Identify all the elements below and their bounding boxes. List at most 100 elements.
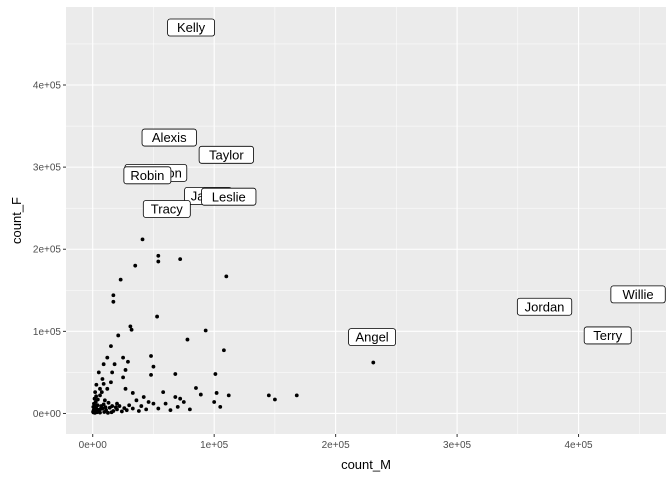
data-point [117, 404, 122, 408]
data-point [155, 314, 159, 319]
point-label-text: Taylor [209, 147, 244, 162]
point-label: Tracy [142, 200, 191, 218]
x-tick-label: 1e+05 [200, 440, 229, 451]
x-tick-label: 3e+05 [443, 440, 472, 451]
data-point [173, 372, 178, 376]
point-label: Robin [123, 166, 172, 185]
data-point [92, 403, 97, 408]
point-label-box [516, 297, 573, 316]
data-point [101, 362, 106, 367]
data-point [146, 400, 151, 404]
data-point [98, 386, 102, 391]
data-point [116, 333, 121, 338]
point-labels: ShannonKellyAlexisTaylorRobinJamieLeslie… [123, 18, 666, 347]
y-axis: 0e+00 1e+05 2e+05 3e+05 4e+05 [33, 81, 66, 420]
data-point [161, 390, 166, 395]
data-point [130, 391, 135, 395]
point-label: Angel [348, 328, 396, 347]
data-point [113, 405, 118, 410]
data-point [129, 327, 134, 332]
data-point [130, 406, 135, 411]
data-point [115, 401, 119, 406]
data-point [224, 274, 229, 279]
data-point [218, 405, 223, 409]
point-label: Kelly [167, 18, 216, 37]
y-tick-label: 4e+05 [33, 81, 62, 92]
point-label-text: Alexis [152, 130, 187, 145]
data-point [100, 377, 105, 381]
data-point [98, 407, 103, 411]
data-point [128, 324, 133, 329]
data-point [175, 405, 180, 409]
data-point [141, 395, 146, 399]
point-label-text: Jordan [525, 299, 565, 314]
data-point [198, 392, 203, 397]
data-point [212, 400, 217, 404]
data-point [102, 410, 107, 414]
data-point [109, 344, 113, 349]
x-tick-label: 2e+05 [322, 440, 351, 451]
point-label-text: Leslie [212, 189, 246, 204]
data-point [121, 375, 125, 380]
data-point [136, 409, 141, 413]
data-point [106, 400, 111, 405]
data-point [101, 402, 106, 407]
data-point [156, 253, 161, 258]
panel-background [66, 7, 666, 434]
data-point [156, 406, 161, 411]
data-point [91, 410, 96, 415]
point-label: Jordan [516, 297, 573, 316]
data-point [103, 405, 108, 410]
data-point [102, 398, 107, 403]
point-label-text: Willie [623, 287, 654, 302]
data-point [294, 393, 299, 398]
data-point [111, 299, 116, 304]
data-point [139, 404, 144, 408]
x-axis-title: count_M [341, 457, 391, 472]
data-point [203, 328, 208, 333]
data-point [122, 406, 127, 411]
data-point [140, 237, 145, 242]
data-point [94, 394, 99, 399]
point-label: Terry [583, 326, 632, 345]
data-point [151, 401, 156, 406]
data-point [99, 390, 104, 395]
y-tick-label: 1e+05 [33, 327, 62, 338]
data-point [93, 390, 98, 395]
data-point [134, 398, 139, 403]
point-label: Alexis [141, 128, 197, 147]
x-tick-label: 0e+00 [79, 440, 108, 451]
data-point [94, 382, 99, 387]
point-label-box [201, 187, 257, 206]
data-point [149, 372, 153, 377]
point-label: Taylor [198, 145, 254, 164]
data-point [168, 408, 173, 413]
data-point [110, 404, 115, 408]
y-axis-title: count_F [9, 197, 24, 244]
data-point [187, 407, 192, 412]
data-point [112, 362, 117, 367]
point-label-text: Terry [593, 328, 622, 343]
y-tick-label: 2e+05 [33, 245, 62, 256]
data-point [126, 359, 130, 364]
data-point [273, 397, 277, 402]
data-point [111, 293, 116, 298]
point-label-box [198, 145, 254, 164]
point-label: Leslie [201, 187, 257, 206]
data-point [185, 337, 190, 342]
data-point [123, 386, 128, 391]
point-label-box [123, 166, 172, 185]
data-point [123, 368, 128, 372]
point-label-text: Robin [130, 168, 164, 183]
data-point [106, 410, 110, 415]
data-point [194, 386, 198, 390]
data-point [121, 355, 125, 360]
point-label-box [583, 326, 632, 345]
data-point [181, 400, 186, 404]
data-point [119, 409, 124, 414]
data-point [96, 370, 101, 375]
data-point [226, 393, 231, 398]
data-point [221, 348, 226, 353]
data-point [105, 355, 110, 360]
